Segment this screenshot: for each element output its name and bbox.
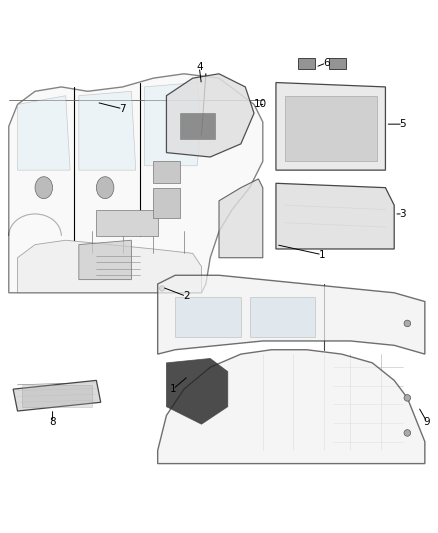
Polygon shape [276,183,394,249]
Polygon shape [18,96,70,170]
Bar [298,59,315,69]
Text: 6: 6 [323,58,330,68]
Ellipse shape [404,430,411,436]
Bar [153,161,180,183]
Ellipse shape [96,177,114,199]
Ellipse shape [159,286,165,291]
Polygon shape [276,83,385,170]
Text: 2: 2 [183,291,190,301]
Text: 8: 8 [49,417,56,427]
Polygon shape [158,350,425,464]
Polygon shape [13,381,101,411]
Bar [328,59,346,69]
Polygon shape [166,359,228,424]
Polygon shape [79,91,136,170]
Text: 9: 9 [424,417,431,427]
Polygon shape [158,275,425,354]
Text: 4: 4 [196,62,203,72]
Bar [180,113,215,140]
Ellipse shape [404,394,411,401]
Polygon shape [175,297,241,336]
Text: 5: 5 [399,119,406,129]
Polygon shape [18,240,201,293]
Text: 7: 7 [119,104,126,114]
Text: 3: 3 [399,209,406,219]
Bar [285,96,377,161]
Polygon shape [79,240,131,280]
Text: 10: 10 [254,100,267,109]
Bar [153,188,180,219]
Polygon shape [166,74,254,157]
Bar [22,385,92,407]
Text: 1: 1 [170,384,177,394]
Text: 1: 1 [318,249,325,260]
Ellipse shape [404,320,411,327]
Polygon shape [250,297,315,336]
Polygon shape [145,83,201,166]
Ellipse shape [35,177,53,199]
Polygon shape [9,74,263,293]
Polygon shape [219,179,263,258]
Bar [96,209,158,236]
